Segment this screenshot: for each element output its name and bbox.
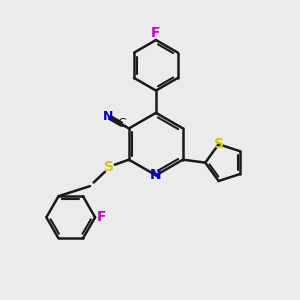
Text: N: N <box>103 110 113 123</box>
Text: S: S <box>214 137 224 151</box>
Text: N: N <box>150 168 162 182</box>
Text: F: F <box>151 26 161 40</box>
Text: C: C <box>117 118 126 130</box>
Text: F: F <box>97 210 106 224</box>
Text: S: S <box>104 160 114 174</box>
